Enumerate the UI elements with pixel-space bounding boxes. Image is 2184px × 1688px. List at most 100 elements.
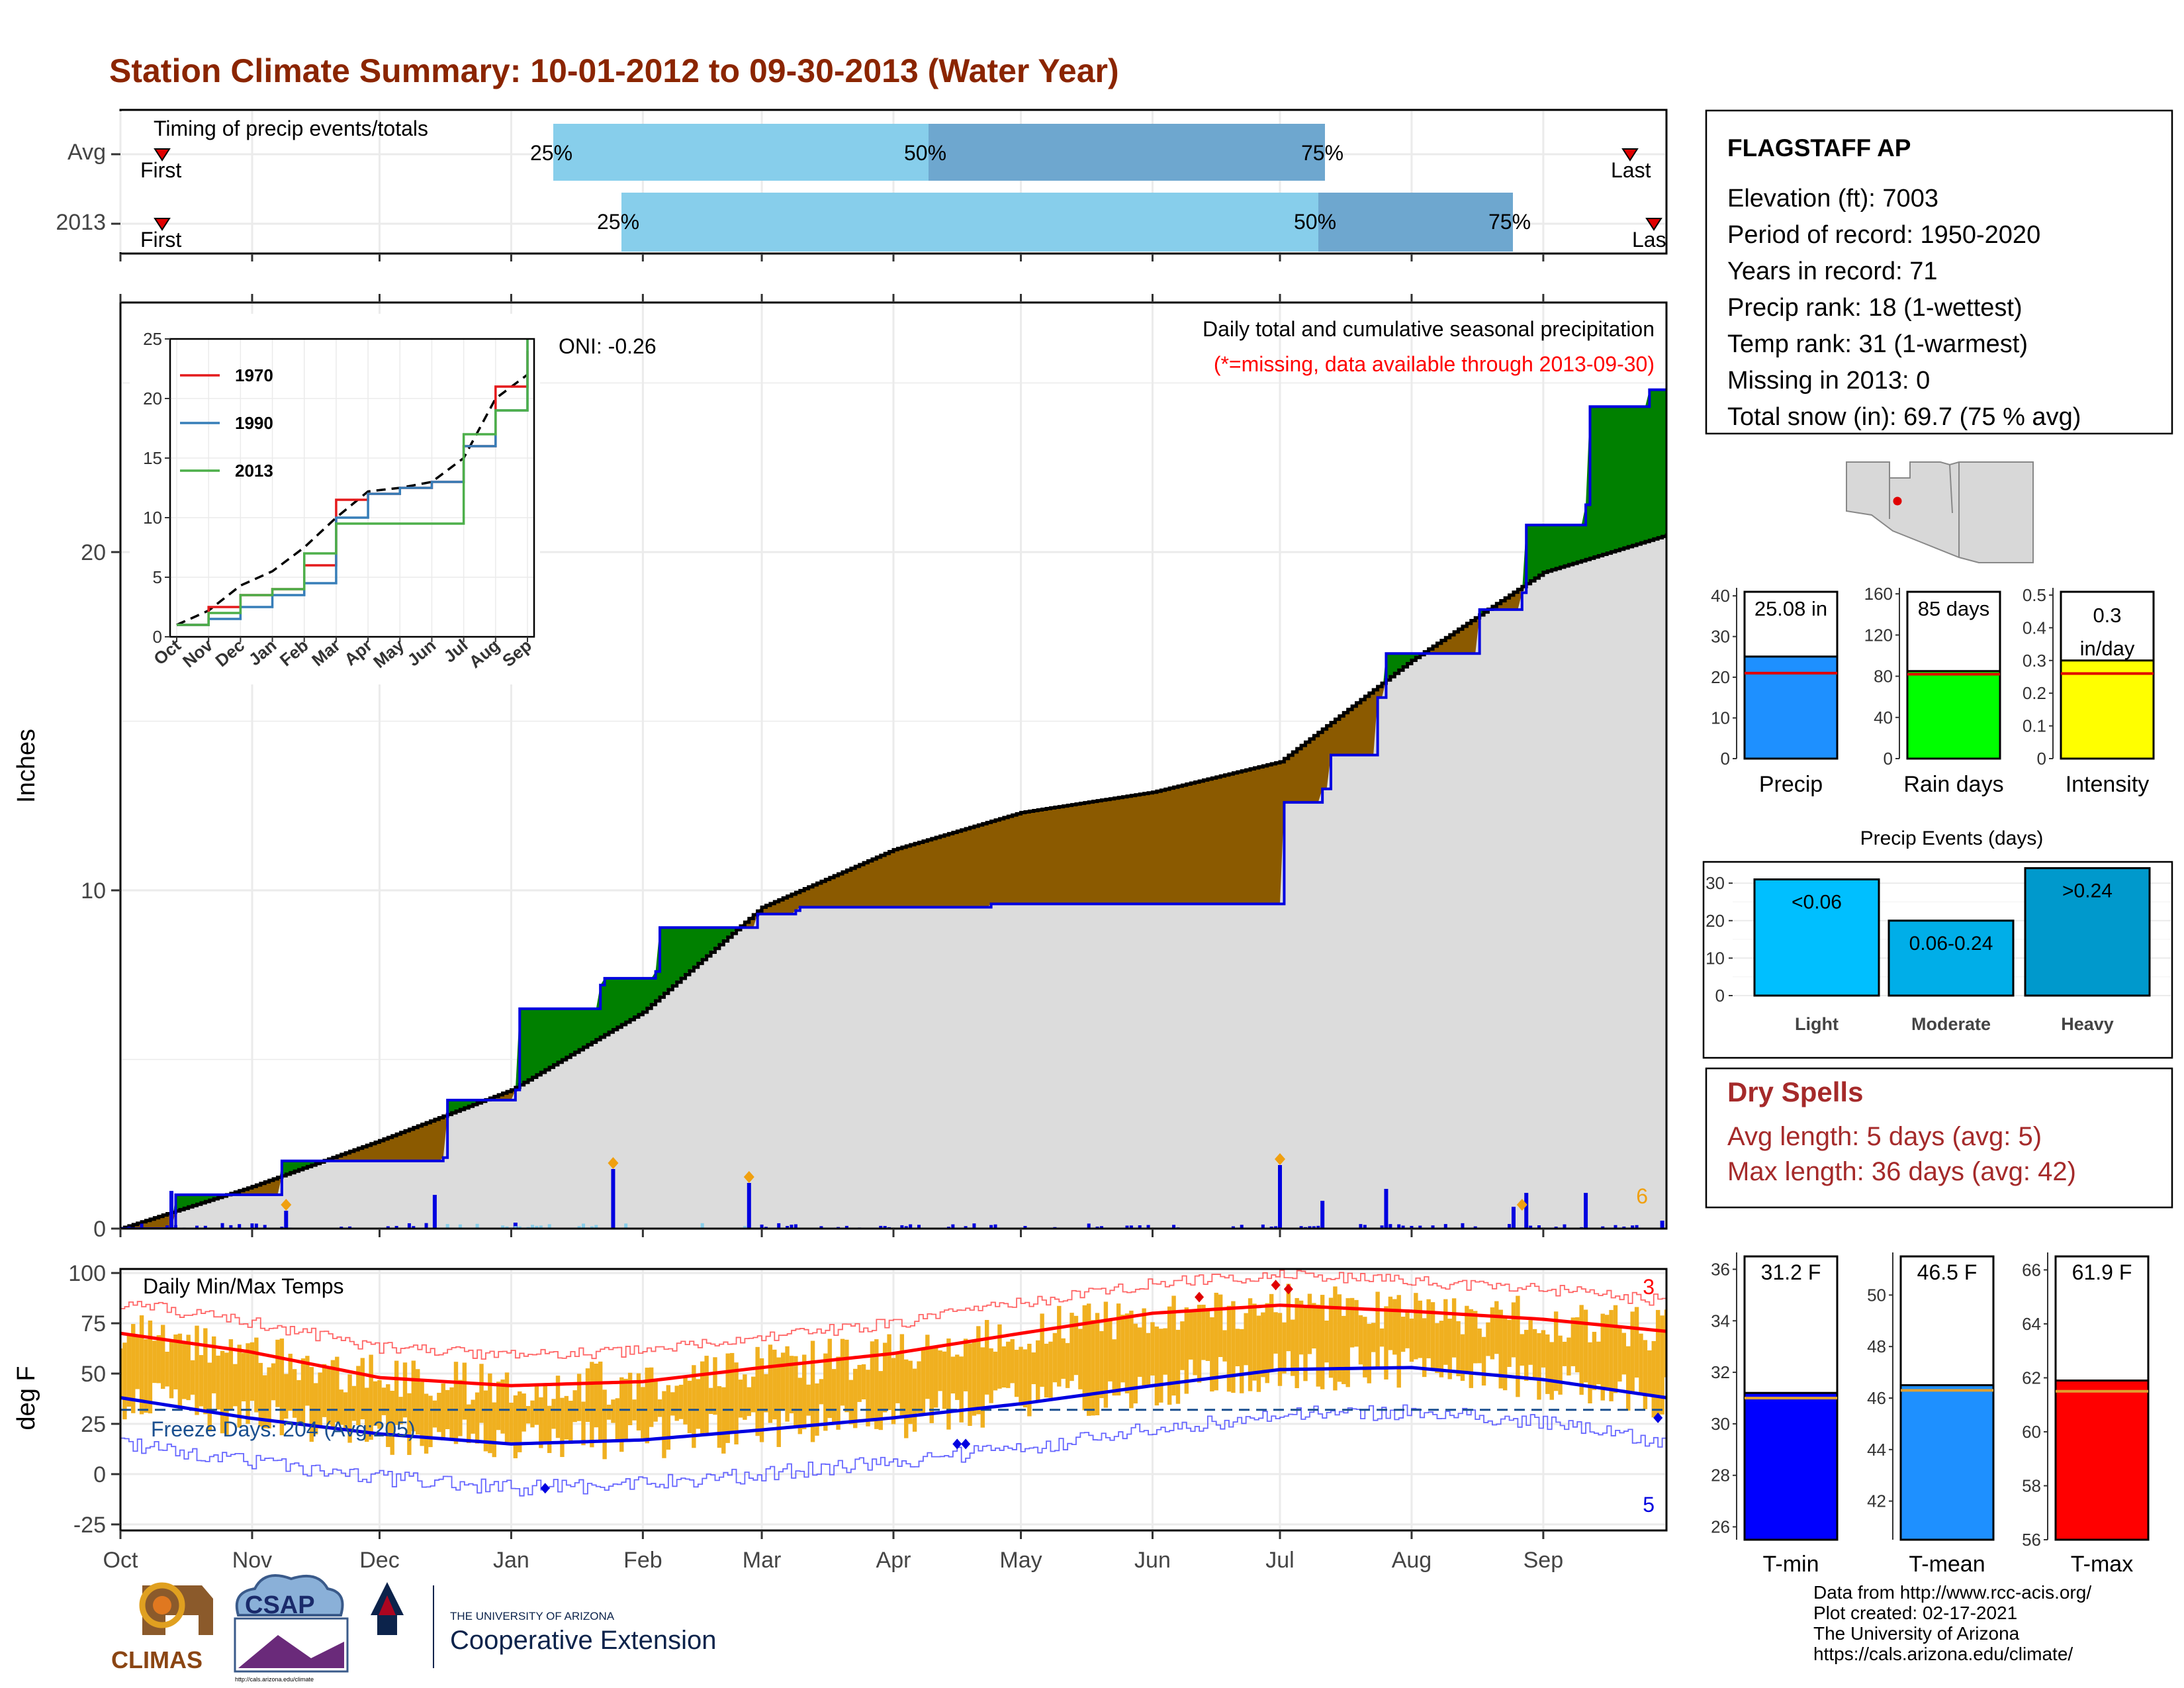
temp-summary-bars: 26 28 30 32 34 36 31.2 F T-min 42 44 46 48 50 46.5 F T… bbox=[1711, 1252, 2150, 1577]
daily-temp-bar bbox=[246, 1343, 250, 1424]
temp-summary-y-tick-label: 62 bbox=[2022, 1368, 2041, 1387]
timing-panel: Timing of precip events/totals Avg 2013 … bbox=[56, 109, 1668, 261]
inset-series-2013-line bbox=[177, 339, 529, 626]
daily-temp-bar bbox=[645, 1368, 649, 1444]
daily-precip-bar bbox=[844, 1225, 848, 1229]
station-line-3: Precip rank: 18 (1-wettest) bbox=[1727, 294, 2023, 322]
daily-temp-bar bbox=[1205, 1307, 1210, 1361]
daily-temp-bar bbox=[1570, 1317, 1576, 1366]
daily-temp-bar bbox=[284, 1374, 289, 1419]
daily-temp-bar bbox=[1112, 1339, 1116, 1396]
daily-temp-bar bbox=[441, 1383, 445, 1440]
station-info-box: FLAGSTAFF AP Elevation (ft): 7003 Period… bbox=[1705, 109, 2173, 435]
daily-precip-bar bbox=[1431, 1225, 1435, 1229]
daily-temp-bar bbox=[1384, 1306, 1388, 1380]
month-label: Nov bbox=[232, 1548, 272, 1573]
temp-record-marker-icon bbox=[1195, 1291, 1205, 1303]
inset-y-tick-label: 5 bbox=[153, 567, 162, 587]
daily-temp-bar bbox=[785, 1346, 790, 1422]
daily-temp-bar bbox=[882, 1342, 887, 1413]
daily-temp-bar bbox=[1324, 1320, 1329, 1363]
daily-temp-bar bbox=[662, 1391, 666, 1458]
daily-temp-bar bbox=[866, 1370, 870, 1427]
daily-temp-bar bbox=[1494, 1301, 1499, 1354]
month-label: Jan bbox=[493, 1548, 529, 1573]
daily-temp-bar bbox=[1451, 1298, 1457, 1358]
daily-temp-bar bbox=[1456, 1321, 1461, 1377]
daily-precip-bar bbox=[1363, 1225, 1367, 1229]
temp-panel: -25 0 25 50 75 100 Oct Nov Dec Jan Feb Mar Apr May Ju… bbox=[13, 1261, 1668, 1573]
daily-precip-bar bbox=[445, 1224, 449, 1229]
station-line-0: Elevation (ft): 7003 bbox=[1727, 185, 1938, 212]
daily-temp-bar bbox=[810, 1340, 815, 1442]
events-bar-heavy bbox=[2024, 867, 2151, 997]
daily-temp-bar bbox=[984, 1320, 989, 1395]
daily-temp-bar bbox=[1124, 1313, 1130, 1393]
daily-precip-bar bbox=[1299, 1226, 1303, 1229]
daily-temp-bar bbox=[258, 1362, 263, 1427]
daily-temp-bar bbox=[692, 1365, 696, 1448]
daily-temp-bar bbox=[704, 1356, 709, 1433]
daily-temp-bar bbox=[590, 1362, 594, 1448]
summary-category-label: Rain days bbox=[1903, 772, 2003, 797]
y2013-25-50-bar bbox=[621, 193, 1318, 252]
daily-temp-bar bbox=[1392, 1299, 1397, 1355]
daily-temp-bar bbox=[1333, 1286, 1338, 1391]
daily-precip-bar bbox=[238, 1224, 242, 1229]
events-category-label: Light bbox=[1795, 1014, 1839, 1034]
daily-temp-bar bbox=[1277, 1313, 1283, 1386]
daily-temp-bar bbox=[1226, 1305, 1232, 1392]
daily-temp-bar bbox=[615, 1398, 620, 1442]
daily-temp-bar bbox=[394, 1360, 399, 1425]
daily-temp-bar bbox=[1473, 1311, 1478, 1364]
daily-temp-bar bbox=[1180, 1321, 1185, 1370]
summary-y-tick-label: 0.4 bbox=[2023, 618, 2046, 637]
daily-temp-bar bbox=[1541, 1330, 1546, 1368]
daily-temp-bar bbox=[288, 1354, 293, 1411]
locator-map bbox=[1846, 461, 2034, 563]
daily-temp-bar bbox=[1240, 1329, 1244, 1393]
daily-precip-bar bbox=[535, 1225, 539, 1229]
temp-summary-y-tick-label: 32 bbox=[1711, 1362, 1730, 1382]
daily-precip-bar bbox=[1138, 1225, 1142, 1229]
freeze-days-label: Freeze Days: 204 (Avg:205) bbox=[151, 1417, 416, 1441]
daily-temp-bar bbox=[836, 1356, 841, 1430]
daily-precip-bar bbox=[1388, 1224, 1392, 1229]
daily-precip-bar bbox=[1508, 1224, 1512, 1229]
daily-temp-bar bbox=[504, 1372, 510, 1443]
daily-temp-bar bbox=[1031, 1352, 1036, 1385]
daily-temp-bar bbox=[1095, 1313, 1100, 1415]
daily-temp-bar bbox=[1634, 1307, 1639, 1378]
daily-temp-bar bbox=[1142, 1308, 1146, 1387]
daily-temp-bar bbox=[156, 1335, 161, 1383]
daily-temp-bar bbox=[1231, 1301, 1236, 1393]
daily-temp-bar bbox=[211, 1336, 216, 1393]
daily-temp-bar bbox=[1175, 1329, 1181, 1404]
daily-temp-bar bbox=[1184, 1307, 1189, 1394]
daily-precip-bar bbox=[819, 1226, 823, 1229]
daily-temp-bar bbox=[1001, 1346, 1007, 1388]
temp-summary-y-tick-label: 56 bbox=[2022, 1530, 2041, 1550]
daily-temp-bar bbox=[1014, 1350, 1019, 1397]
daily-temp-bar bbox=[602, 1389, 607, 1460]
daily-temp-bar bbox=[1528, 1320, 1533, 1365]
record-precip-marker-icon bbox=[281, 1199, 292, 1211]
daily-temp-bar bbox=[1099, 1331, 1104, 1399]
temp-record-marker-icon bbox=[540, 1483, 550, 1494]
daily-temp-bar bbox=[539, 1397, 543, 1448]
daily-temp-bar bbox=[160, 1325, 165, 1389]
daily-precip-bar bbox=[993, 1224, 997, 1229]
events-y-tick-label: 0 bbox=[1715, 986, 1725, 1006]
daily-temp-bar bbox=[751, 1376, 756, 1413]
daily-temp-bar bbox=[390, 1390, 394, 1455]
daily-temp-bar bbox=[611, 1399, 615, 1423]
daily-temp-bar bbox=[1171, 1295, 1176, 1396]
daily-precip-bar bbox=[883, 1225, 887, 1229]
daily-temp-bar bbox=[483, 1390, 488, 1452]
daily-temp-bar bbox=[471, 1399, 475, 1434]
daily-temp-bar bbox=[1600, 1313, 1605, 1401]
daily-temp-bar bbox=[1575, 1317, 1580, 1373]
daily-temp-bar bbox=[1660, 1315, 1664, 1415]
daily-temp-bar bbox=[1465, 1305, 1469, 1373]
